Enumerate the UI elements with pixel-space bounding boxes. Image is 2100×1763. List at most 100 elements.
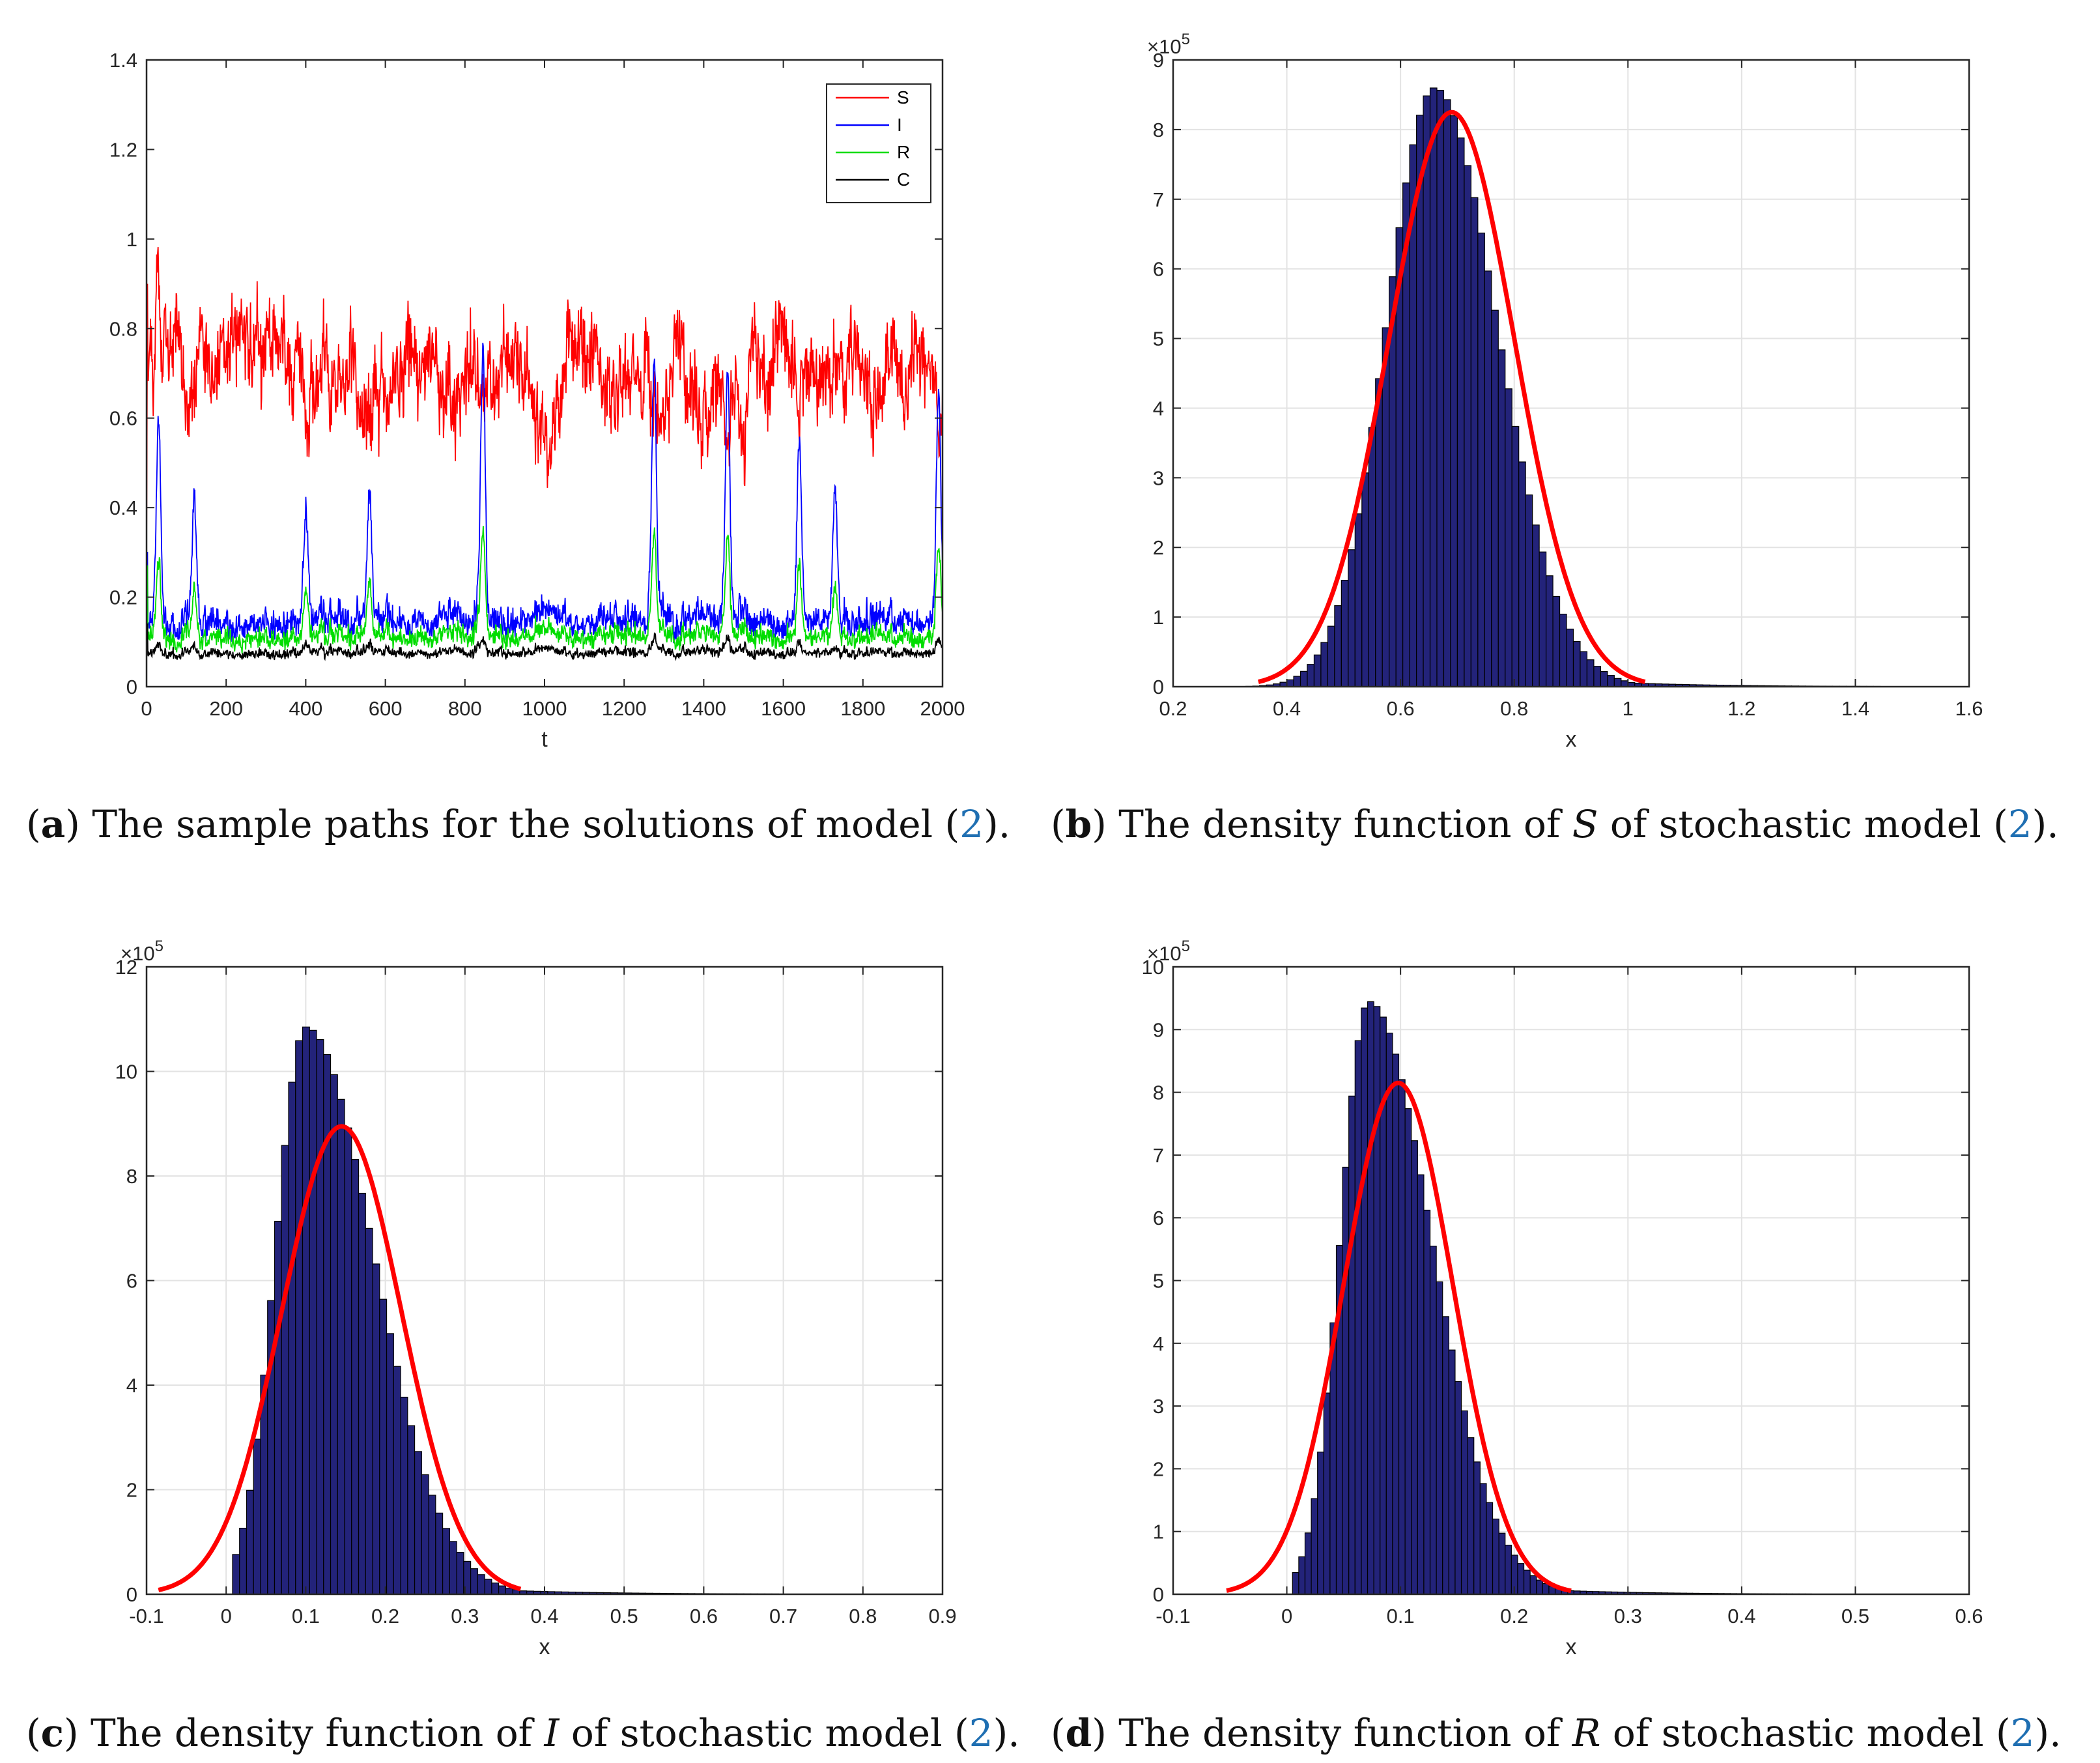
histogram-bar <box>1368 427 1376 687</box>
histogram-bar <box>1593 666 1601 687</box>
series-line-C <box>147 623 943 661</box>
histogram-bar <box>1545 575 1554 687</box>
chart-panel-c: -0.1 0 0.1 0.2 0.3 0.4 0.5 0.6 0.7 0.8 0.902468101… <box>115 938 957 1659</box>
y-tick-label: 1 <box>1153 1521 1164 1543</box>
histogram-bar <box>1498 1532 1506 1595</box>
legend-box <box>826 83 931 203</box>
caption-text: of stochastic model ( <box>1598 802 2008 846</box>
histogram-bar <box>435 1512 444 1595</box>
histogram-bar <box>1559 614 1567 687</box>
histogram-bar <box>1367 1001 1374 1595</box>
caption-paren: ) <box>1092 802 1118 846</box>
x-tick-label: 0.4 <box>1273 697 1301 720</box>
histogram-bar <box>1334 605 1342 687</box>
histogram-bar <box>1613 678 1622 687</box>
histogram-bar <box>1354 1040 1362 1595</box>
x-tick-label: 1.6 <box>1955 697 1983 720</box>
x-tick-label: 0.2 <box>1159 697 1187 720</box>
histogram-bar <box>1429 1245 1437 1595</box>
x-tick-label: 0.4 <box>1727 1605 1755 1627</box>
x-tick-label: 1400 <box>681 697 726 720</box>
y-tick-label: 0.8 <box>109 317 137 340</box>
histogram-bar <box>253 1439 261 1595</box>
histogram-bar <box>1532 524 1540 687</box>
x-tick-label: 0 <box>1281 1605 1292 1627</box>
histogram-bar <box>1479 1483 1487 1595</box>
histogram-bar <box>1373 1006 1381 1595</box>
histogram-bar <box>1307 664 1315 687</box>
histogram-bar <box>239 1527 248 1595</box>
histogram-bar <box>1375 378 1383 687</box>
x-tick-label: 2000 <box>920 697 965 720</box>
series-line-S <box>146 247 943 552</box>
caption-paren: ( <box>1051 1711 1066 1755</box>
histogram-bar <box>302 1026 310 1595</box>
y-tick-label: 8 <box>1153 1082 1164 1104</box>
density-fit-curve <box>1257 109 1646 684</box>
y-tick-label: 1 <box>126 228 137 251</box>
legend-label-I: I <box>897 115 902 135</box>
x-axis-label: t <box>541 727 548 752</box>
histogram-bar <box>1467 1437 1475 1595</box>
y-tick-label: 4 <box>126 1374 137 1397</box>
y-tick-label: 5 <box>1153 1270 1164 1293</box>
histogram-bar <box>1442 1316 1449 1595</box>
caption-ref-link: 2 <box>969 1711 993 1755</box>
y-tick-label: 5 <box>1153 328 1164 351</box>
histogram-bar <box>484 1579 492 1595</box>
y-tick-label: 6 <box>1153 258 1164 281</box>
histogram-bar <box>1443 99 1451 687</box>
x-tick-label: 1600 <box>761 697 806 720</box>
histogram-bar <box>1323 1392 1331 1595</box>
histogram-bar <box>1484 270 1492 687</box>
histogram-bar <box>246 1489 254 1595</box>
y-tick-label: 10 <box>115 1061 137 1083</box>
histogram-bar <box>1398 1079 1406 1595</box>
legend-label-R: R <box>897 142 910 162</box>
x-tick-label: 0.5 <box>1841 1605 1869 1627</box>
histogram-bar <box>1536 1579 1543 1595</box>
x-axis-label: x <box>1566 1635 1577 1659</box>
histogram-bar <box>316 1039 324 1595</box>
histogram-bar <box>1572 640 1581 687</box>
histogram-bar <box>232 1554 240 1595</box>
y-tick-label: 0.6 <box>109 407 137 430</box>
histogram-bar <box>1586 659 1595 687</box>
y-tick-label: 0 <box>1153 676 1164 698</box>
panel-caption: (c) The density function of I of stochas… <box>26 1711 1020 1755</box>
histogram-bar <box>1320 642 1329 687</box>
histogram-bar <box>1491 309 1499 687</box>
multiplier-base: ×10 <box>121 942 155 965</box>
histogram-bar <box>337 1098 345 1595</box>
x-tick-label: 0.1 <box>292 1605 320 1627</box>
x-tick-label: 400 <box>289 697 323 720</box>
x-tick-label: 0.8 <box>849 1605 877 1627</box>
histogram-bar <box>505 1587 513 1595</box>
caption-variable: R <box>1572 1711 1601 1755</box>
caption-ref-link: 2 <box>959 802 984 846</box>
x-tick-label: 1200 <box>602 697 647 720</box>
histogram-bar <box>1525 494 1533 687</box>
histogram-bar <box>400 1396 408 1595</box>
histogram-bar <box>477 1574 485 1595</box>
y-tick-label: 7 <box>1153 1144 1164 1167</box>
y-tick-label: 10 <box>1142 956 1164 979</box>
x-axis-label: x <box>1566 727 1577 752</box>
series-line-R <box>147 526 943 654</box>
histogram-bar <box>1361 1007 1369 1595</box>
x-tick-label: 800 <box>448 697 482 720</box>
histogram-bar <box>1505 388 1512 687</box>
histogram-bar <box>1600 670 1608 687</box>
caption-ref-link: 2 <box>2011 1711 2035 1755</box>
chart-panel-a: 0 200 400 600 800 1000 1200 1400 1600 1800 2000 0 0.… <box>109 49 965 752</box>
histogram-bar <box>330 1074 338 1595</box>
caption-text: ). <box>993 1711 1020 1755</box>
histogram-bar <box>414 1451 422 1595</box>
x-tick-label: 0.8 <box>1500 697 1528 720</box>
y-tick-label: 3 <box>1153 466 1164 489</box>
histogram-bar <box>449 1541 457 1595</box>
histogram-bar <box>1492 1518 1499 1595</box>
density-fit-curve <box>1226 1080 1572 1594</box>
